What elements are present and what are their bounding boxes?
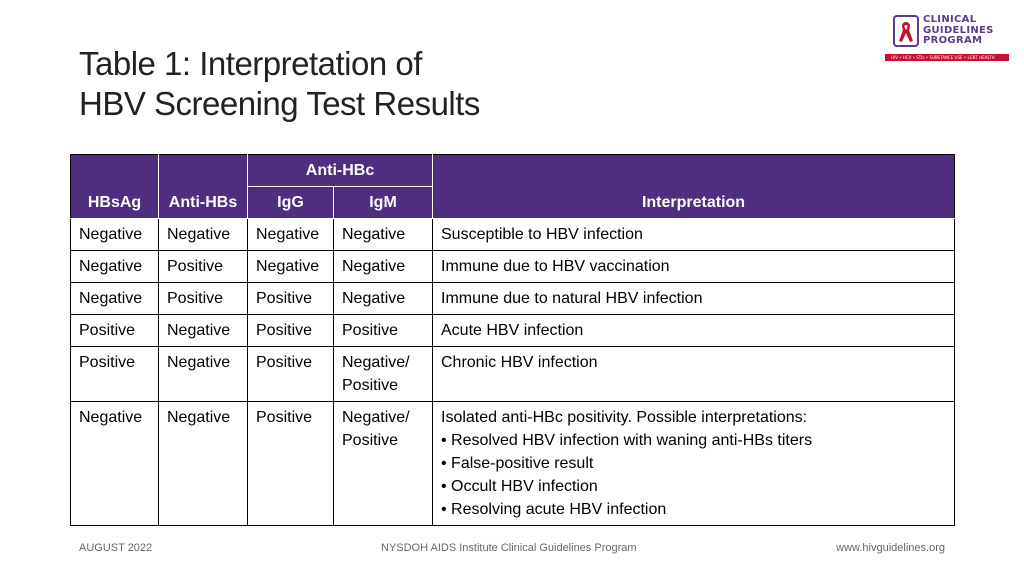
cell-hbsag: Negative [70, 282, 159, 315]
cell-igm-line-2: Positive [342, 432, 399, 449]
hbv-results-table: HBsAg Anti-HBs Anti-HBc Interpretation I… [70, 154, 955, 526]
cell-igm: Negative [333, 250, 433, 283]
cell-interpretation: Isolated anti-HBc positivity. Possible i… [432, 401, 955, 526]
cell-igg: Negative [247, 250, 334, 283]
cell-igg: Negative [247, 218, 334, 251]
table-row: Negative Positive Negative Negative Immu… [70, 250, 955, 283]
clinical-guidelines-program-logo: CLINICAL GUIDELINES PROGRAM HIV • HCV • … [885, 14, 1009, 65]
table-row: Positive Negative Positive Negative/ Pos… [70, 346, 955, 402]
footer-date: AUGUST 2022 [79, 542, 153, 554]
page-title-line-1: Table 1: Interpretation of [79, 45, 422, 82]
logo-line-3: PROGRAM [923, 35, 983, 46]
cell-igg: Positive [247, 282, 334, 315]
cell-igg: Positive [247, 314, 334, 347]
header-interpretation: Interpretation [432, 154, 955, 219]
footer-organization: NYSDOH AIDS Institute Clinical Guideline… [381, 542, 637, 554]
cell-anti-hbs: Negative [158, 346, 248, 402]
bullet-item: Resolving acute HBV infection [441, 498, 948, 521]
logo-emblem [893, 15, 919, 47]
cell-hbsag: Positive [70, 314, 159, 347]
table-row: Positive Negative Positive Positive Acut… [70, 314, 955, 347]
table-row: Negative Negative Negative Negative Susc… [70, 218, 955, 251]
footer-website: www.hivguidelines.org [836, 542, 945, 554]
cell-hbsag: Negative [70, 401, 159, 526]
cell-igg: Positive [247, 346, 334, 402]
table-row: Negative Negative Positive Negative/ Pos… [70, 401, 955, 526]
cell-igm-line-1: Negative/ [342, 409, 410, 426]
cell-anti-hbs: Positive [158, 282, 248, 315]
header-anti-hbs: Anti-HBs [158, 154, 248, 219]
page-title: Table 1: Interpretation of HBV Screening… [79, 44, 480, 124]
cell-igm: Negative [333, 218, 433, 251]
logo-wordmark: CLINICAL GUIDELINES PROGRAM [923, 14, 994, 47]
header-igm: IgM [333, 186, 433, 219]
bullet-item: False-positive result [441, 452, 948, 475]
logo-tagline-bar: HIV • HCV • STIs • SUBSTANCE USE • LGBT … [885, 54, 1009, 61]
bullet-item: Occult HBV infection [441, 475, 948, 498]
cell-interpretation: Acute HBV infection [432, 314, 955, 347]
table-row: Negative Positive Positive Negative Immu… [70, 282, 955, 315]
cell-anti-hbs: Negative [158, 314, 248, 347]
cell-hbsag: Negative [70, 218, 159, 251]
cell-anti-hbs: Negative [158, 401, 248, 526]
cell-igm: Negative/ Positive [333, 346, 433, 402]
cell-hbsag: Negative [70, 250, 159, 283]
cell-interpretation: Immune due to HBV vaccination [432, 250, 955, 283]
logo-line-1: CLINICAL [923, 14, 977, 25]
cell-igm: Positive [333, 314, 433, 347]
cell-interpretation: Susceptible to HBV infection [432, 218, 955, 251]
cell-anti-hbs: Negative [158, 218, 248, 251]
cell-hbsag: Positive [70, 346, 159, 402]
cell-igm: Negative/ Positive [333, 401, 433, 526]
header-hbsag: HBsAg [70, 154, 159, 219]
cell-interpretation: Immune due to natural HBV infection [432, 282, 955, 315]
interpretation-bullet-list: Resolved HBV infection with waning anti-… [441, 429, 948, 521]
awareness-ribbon-icon [899, 22, 913, 42]
cell-anti-hbs: Positive [158, 250, 248, 283]
page-title-line-2: HBV Screening Test Results [79, 85, 480, 122]
logo-line-2: GUIDELINES [923, 24, 994, 36]
header-row-2: IgG IgM [71, 186, 955, 219]
interpretation-intro: Isolated anti-HBc positivity. Possible i… [441, 409, 808, 426]
cell-igm: Negative [333, 282, 433, 315]
cell-igm-line-2: Positive [342, 377, 399, 394]
header-row-1: HBsAg Anti-HBs Anti-HBc Interpretation [70, 154, 955, 219]
header-anti-hbc: Anti-HBc [247, 154, 433, 187]
cell-igm-line-1: Negative/ [342, 354, 410, 371]
bullet-item: Resolved HBV infection with waning anti-… [441, 429, 948, 452]
cell-interpretation: Chronic HBV infection [432, 346, 955, 402]
cell-igg: Positive [247, 401, 334, 526]
header-igg: IgG [247, 186, 334, 219]
